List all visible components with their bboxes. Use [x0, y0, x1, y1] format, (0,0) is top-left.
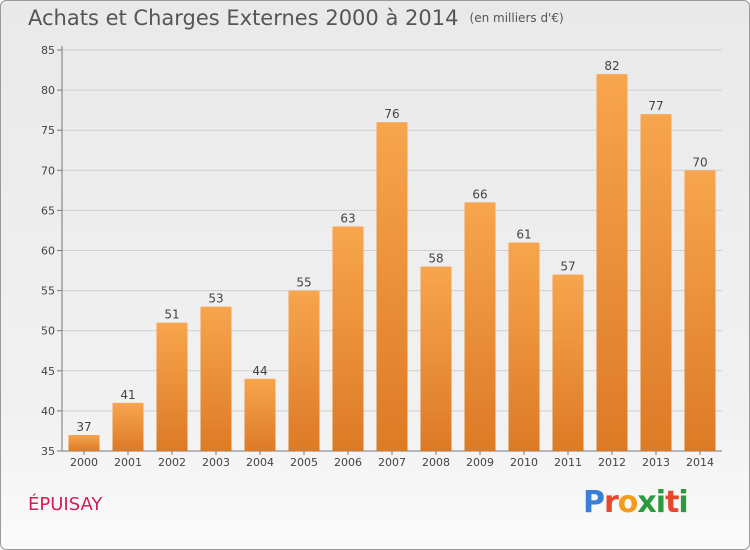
bar-2000: [68, 434, 100, 451]
chart-subtitle: (en milliers d'€): [469, 11, 564, 25]
bar-2007: [376, 122, 408, 452]
data-label-2001: 41: [120, 388, 135, 402]
bars: [68, 74, 716, 452]
location-name: ÉPUISAY: [28, 494, 103, 515]
bar-2013: [640, 114, 672, 451]
data-label-2014: 70: [692, 155, 707, 169]
logo-letter: i: [678, 485, 688, 520]
proxiti-logo: Proxiti: [583, 485, 689, 520]
y-tick-label-75: 75: [41, 124, 55, 137]
y-tick-label-60: 60: [41, 245, 55, 258]
x-tick-label-2012: 2012: [598, 456, 626, 469]
chart-title: Achats et Charges Externes 2000 à 2014: [28, 6, 459, 30]
x-tick-labels: 2000 2001 2002 2003 2004 2005 2006 2007 2008 2009…: [70, 456, 714, 469]
y-tick-label-55: 55: [41, 285, 55, 298]
logo-letter: o: [617, 485, 639, 520]
x-tick-label-2000: 2000: [70, 456, 98, 469]
bar-2006: [332, 226, 364, 451]
bar-2014: [684, 170, 716, 452]
logo-letter: P: [583, 485, 605, 520]
bar-2004: [244, 378, 276, 451]
bar-2001: [112, 402, 144, 451]
logo-letter: r: [604, 485, 619, 520]
data-label-2013: 77: [648, 99, 663, 113]
bar-2011: [552, 274, 584, 451]
data-label-2000: 37: [76, 420, 91, 434]
data-label-2011: 57: [560, 260, 575, 274]
y-tick-label-45: 45: [41, 365, 55, 378]
x-tick-label-2014: 2014: [686, 456, 714, 469]
y-tick-label-80: 80: [41, 84, 55, 97]
x-tick-label-2007: 2007: [378, 456, 406, 469]
data-label-2009: 66: [472, 187, 487, 201]
x-tick-label-2005: 2005: [290, 456, 318, 469]
logo-letter: x: [637, 485, 656, 520]
bar-2010: [508, 242, 540, 451]
data-label-2002: 51: [164, 308, 179, 322]
y-tick-label-65: 65: [41, 204, 55, 217]
bar-2002: [156, 322, 188, 451]
bar-2009: [464, 202, 496, 451]
data-labels: 37 41 51 53 44 55 63 76 58 66 61 57 82 77 70: [76, 59, 707, 434]
x-tick-label-2008: 2008: [422, 456, 450, 469]
logo-letter: i: [655, 485, 666, 520]
y-tick-label-70: 70: [41, 164, 55, 177]
data-label-2007: 76: [384, 107, 399, 121]
x-tick-label-2013: 2013: [642, 456, 670, 469]
y-tick-label-40: 40: [41, 405, 55, 418]
data-label-2006: 63: [340, 211, 355, 225]
data-label-2005: 55: [296, 276, 311, 290]
data-label-2003: 53: [208, 292, 223, 306]
x-tick-label-2004: 2004: [246, 456, 274, 469]
x-tick-label-2011: 2011: [554, 456, 582, 469]
chart-title-block: Achats et Charges Externes 2000 à 2014 (…: [28, 6, 564, 30]
data-label-2008: 58: [428, 252, 443, 266]
y-tick-label-35: 35: [41, 445, 55, 458]
data-label-2012: 82: [604, 59, 619, 73]
x-tick-label-2006: 2006: [334, 456, 362, 469]
data-label-2004: 44: [252, 364, 267, 378]
bar-2008: [420, 266, 452, 451]
x-tick-label-2009: 2009: [466, 456, 494, 469]
x-tick-label-2010: 2010: [510, 456, 538, 469]
bar-2005: [288, 290, 320, 451]
bar-2012: [596, 74, 628, 451]
x-tick-label-2001: 2001: [114, 456, 142, 469]
y-tick-labels: 35 40 45 50 55 60 65 70 75 80 85: [41, 44, 55, 458]
logo-letter: t: [665, 485, 679, 520]
bar-2003: [200, 306, 232, 451]
data-label-2010: 61: [516, 227, 531, 241]
x-tick-label-2003: 2003: [202, 456, 230, 469]
y-tick-label-50: 50: [41, 325, 55, 338]
x-tick-label-2002: 2002: [158, 456, 186, 469]
y-tick-label-85: 85: [41, 44, 55, 57]
